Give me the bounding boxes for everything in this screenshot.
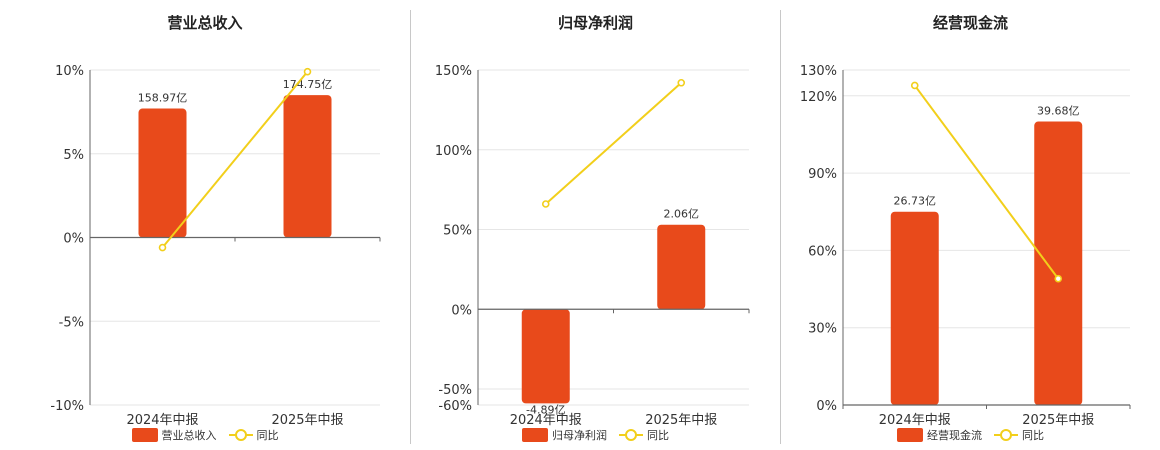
chart-legend: 经营现金流 同比: [781, 427, 1160, 443]
bar: [890, 211, 939, 405]
bar: [657, 224, 706, 310]
cashflow-panel: 经营现金流 130% 120% 90% 60% 30% 0% 26.73亿 39.68亿 202…: [781, 0, 1160, 450]
yoy-point: [541, 200, 550, 208]
legend-label: 经营现金流: [927, 429, 982, 442]
data-label: 2.06亿: [664, 208, 700, 221]
yoy-point: [677, 78, 686, 87]
chart-legend: 归母净利润 同比: [411, 427, 780, 443]
chart-title: 营业总收入: [167, 14, 243, 32]
legend-label: 同比: [647, 429, 669, 442]
y-tick-label: -50%: [438, 383, 472, 398]
net-profit-chart: 150% 100% 50% 0% -50%-60% -4.89亿 2.06亿 2024年中报 2…: [435, 64, 750, 428]
y-tick-label: 30%: [808, 322, 837, 337]
bar: [283, 95, 332, 238]
y-tick-label: 10%: [55, 64, 84, 79]
data-label: 174.75亿: [283, 78, 333, 91]
chart-legend: 营业总收入 同比: [0, 427, 410, 443]
x-tick-label: 2024年中报: [510, 413, 582, 428]
y-tick-label: -60%: [438, 399, 472, 414]
y-tick-label: 60%: [808, 244, 837, 259]
y-tick-label: 130%: [800, 64, 837, 79]
x-tick-label: 2024年中报: [126, 413, 198, 428]
x-tick-label: 2024年中报: [879, 413, 951, 428]
bar: [521, 309, 570, 404]
legend-label: 营业总收入: [161, 429, 217, 442]
legend-item-bar[interactable]: 归母净利润: [522, 427, 607, 443]
y-tick-label: -10%: [50, 399, 84, 414]
data-label: -4.89亿: [526, 403, 565, 416]
bar-swatch-icon: [522, 428, 548, 442]
chart-title: 经营现金流: [932, 14, 1008, 32]
panel-divider: [410, 10, 411, 444]
yoy-line: [545, 82, 682, 205]
data-label: 39.68亿: [1037, 105, 1080, 118]
y-tick-label: 0%: [63, 232, 84, 247]
y-tick-label: 150%: [435, 64, 472, 79]
legend-item-line[interactable]: 同比: [994, 427, 1044, 443]
y-tick-label: 0%: [816, 399, 837, 414]
data-label: 158.97亿: [138, 92, 188, 105]
legend-item-bar[interactable]: 营业总收入: [131, 427, 217, 443]
revenue-chart: 10% 5% 0% -5% -10% 158.97亿 174.75亿 2024年中报 2025年…: [50, 64, 381, 428]
yoy-point: [303, 67, 312, 76]
yoy-line: [913, 84, 1060, 280]
y-tick-label: 5%: [63, 148, 84, 163]
bar-swatch-icon: [131, 428, 158, 442]
net-profit-panel: 归母净利润 150% 100% 50% 0% -50% -60% -4.89亿 2.06亿 20…: [411, 0, 780, 450]
yoy-point: [910, 81, 919, 90]
y-tick-label: 120%: [800, 90, 837, 105]
y-tick-label: 100%: [435, 144, 472, 159]
y-tick-label: 90%: [808, 167, 837, 182]
y-tick-label: 0%: [451, 303, 472, 318]
legend-item-bar[interactable]: 经营现金流: [897, 427, 982, 443]
x-tick-label: 2025年中报: [271, 413, 343, 428]
x-tick-label: 2025年中报: [1022, 413, 1094, 428]
yoy-point: [158, 243, 167, 252]
data-label: 26.73亿: [894, 195, 937, 208]
cashflow-chart: 130% 120% 90% 60% 30% 0% 26.73亿 39.68亿 2024年中报 20…: [800, 64, 1131, 428]
bar: [138, 108, 187, 238]
y-tick-label: -5%: [59, 315, 84, 330]
yoy-line: [161, 71, 309, 249]
legend-label: 归母净利润: [552, 429, 607, 442]
yoy-point: [1054, 274, 1063, 283]
legend-item-line[interactable]: 同比: [619, 427, 669, 443]
line-marker-icon: [619, 428, 643, 442]
legend-label: 同比: [1022, 429, 1044, 442]
bar-swatch-icon: [897, 428, 923, 442]
chart-title: 归母净利润: [557, 14, 633, 32]
bar: [1034, 121, 1083, 406]
revenue-panel: 营业总收入 10% 5% 0% -5% -10% 158.97亿 174.75亿 2024年中…: [0, 0, 410, 450]
y-tick-label: 50%: [443, 224, 472, 239]
panel-divider: [780, 10, 781, 444]
legend-item-line[interactable]: 同比: [228, 427, 279, 443]
legend-label: 同比: [256, 429, 279, 442]
line-marker-icon: [228, 428, 253, 442]
line-marker-icon: [994, 428, 1018, 442]
x-tick-label: 2025年中报: [645, 413, 717, 428]
